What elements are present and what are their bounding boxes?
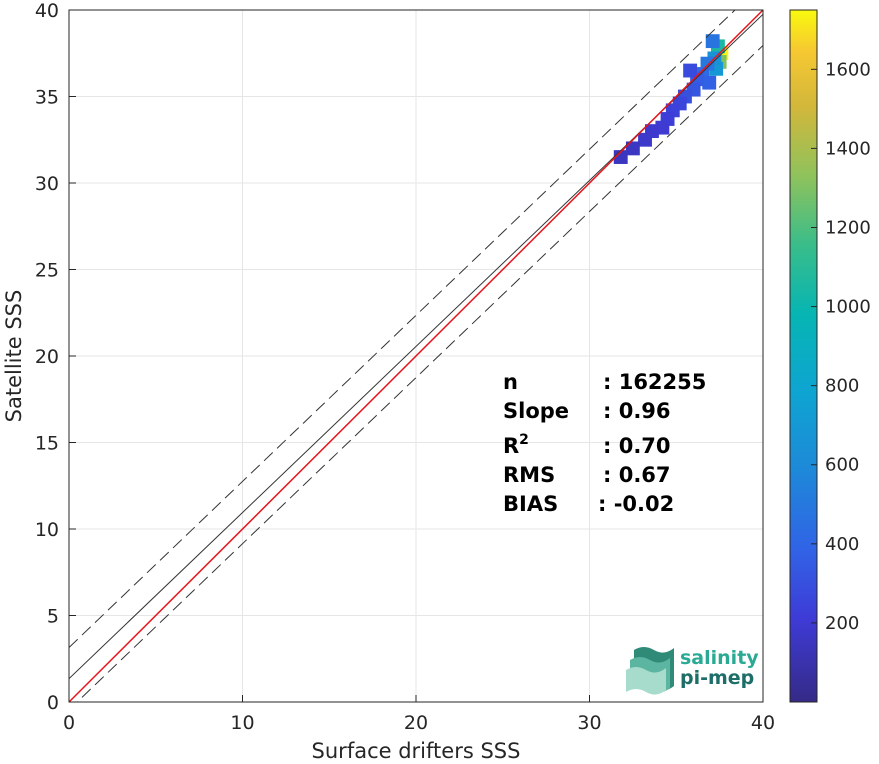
y-tick-label: 5	[47, 606, 59, 628]
y-axis-label: Satellite SSS	[2, 290, 26, 423]
colorbar-tick-label: 1000	[825, 297, 871, 318]
colorbar	[789, 9, 818, 703]
colorbar-tick-label: 1200	[825, 217, 871, 238]
colorbar-tick-label: 800	[825, 376, 859, 397]
density-cell	[683, 63, 698, 78]
stat-label: RMS	[503, 463, 555, 487]
x-tick-label: 40	[751, 712, 775, 734]
x-tick-label: 30	[577, 712, 601, 734]
colorbar-ticks: 200 400 600 800 1000 1200 1400 1600	[811, 59, 871, 634]
stat-value: : 0.96	[603, 399, 671, 423]
stat-value: : -0.02	[598, 492, 674, 516]
y-axis-ticks: 0 5 10 15 20 25 30 35 40	[35, 0, 76, 714]
stat-label: Slope	[503, 399, 569, 423]
stat-label: n	[503, 370, 518, 394]
stat-value: : 0.67	[603, 463, 671, 487]
x-tick-label: 10	[230, 712, 254, 734]
logo-text-salinity: salinity	[680, 647, 759, 669]
x-axis-label: Surface drifters SSS	[312, 739, 521, 763]
x-axis-ticks: 0 10 20 30 40	[63, 695, 775, 734]
fit-band-lower	[76, 45, 763, 702]
y-tick-label: 15	[35, 433, 59, 455]
density-cloud	[613, 34, 729, 164]
density-cell	[625, 141, 640, 156]
x-tick-label: 0	[63, 712, 75, 734]
colorbar-tick-label: 600	[825, 455, 859, 476]
wave-logo-icon	[626, 647, 674, 695]
identity-line	[69, 10, 763, 702]
y-tick-label: 25	[35, 260, 59, 282]
logo-text-pi-mep: pi-mep	[680, 667, 754, 689]
y-tick-label: 40	[35, 0, 59, 22]
salinity-pi-mep-logo: salinity pi-mep	[626, 647, 759, 695]
colorbar-tick-label: 1400	[825, 138, 871, 159]
stat-label: R2	[503, 432, 529, 458]
density-cell	[705, 34, 720, 49]
density-cell	[702, 75, 717, 90]
stats-box: n : 162255 Slope : 0.96 R2 : 0.70 RMS : 0.67 BIA…	[503, 370, 706, 516]
colorbar-tick-label: 400	[825, 534, 859, 555]
y-tick-label: 0	[47, 692, 59, 714]
x-tick-label: 20	[404, 712, 428, 734]
density-cell	[638, 132, 652, 147]
stat-label: BIAS	[503, 492, 558, 516]
stat-value: : 162255	[603, 370, 706, 394]
reference-lines	[69, 10, 763, 702]
colorbar-tick-label: 200	[825, 613, 859, 634]
colorbar-tick-label: 1600	[825, 59, 871, 80]
y-tick-label: 35	[35, 87, 59, 109]
y-tick-label: 20	[35, 346, 59, 368]
stat-value: : 0.70	[603, 434, 671, 458]
y-tick-label: 10	[35, 519, 59, 541]
y-tick-label: 30	[35, 173, 59, 195]
fit-band-upper	[69, 10, 736, 648]
